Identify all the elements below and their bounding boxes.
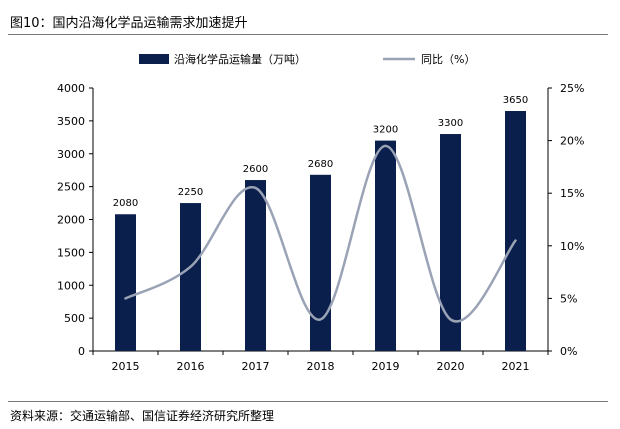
- legend-label-bar: 沿海化学品运输量（万吨）: [174, 52, 306, 66]
- y-left-tick-label: 3500: [57, 115, 85, 128]
- x-tick-label: 2017: [242, 360, 270, 373]
- y-left-tick-label: 0: [78, 345, 85, 358]
- bar: [375, 140, 396, 351]
- y-right-tick-label: 20%: [560, 135, 584, 148]
- legend-label-line: 同比（%）: [421, 53, 475, 66]
- y-left-tick-label: 2000: [57, 214, 85, 227]
- y-right-tick-label: 0%: [560, 345, 577, 358]
- x-tick-label: 2016: [177, 360, 205, 373]
- figure-title: 图10：国内沿海化学品运输需求加速提升: [10, 16, 248, 31]
- bar-data-label: 2250: [178, 187, 203, 198]
- bar-data-label: 3200: [373, 125, 398, 136]
- y-right-tick-label: 5%: [560, 292, 577, 305]
- top-rule: [8, 34, 608, 35]
- y-left-tick-label: 1000: [57, 279, 85, 292]
- y-right-tick-label: 25%: [560, 82, 584, 95]
- x-tick-label: 2021: [502, 360, 530, 373]
- bar: [440, 134, 461, 351]
- bar-data-label: 3650: [503, 95, 528, 106]
- x-tick-label: 2015: [112, 360, 140, 373]
- bar: [115, 214, 136, 351]
- source-note: 资料来源：交通运输部、国信证券经济研究所整理: [10, 409, 275, 423]
- y-left-tick-label: 500: [64, 312, 85, 325]
- y-left-tick-label: 4000: [57, 82, 85, 95]
- legend-swatch-bar: [139, 54, 169, 64]
- x-tick-label: 2018: [307, 360, 335, 373]
- yoy-line: [124, 144, 517, 323]
- y-left-tick-label: 3000: [57, 148, 85, 161]
- x-tick-label: 2019: [372, 360, 400, 373]
- bar-data-label: 3300: [438, 118, 463, 129]
- bar: [245, 180, 266, 351]
- bar: [505, 111, 526, 351]
- bottom-rule: [8, 401, 608, 402]
- y-right-tick-label: 10%: [560, 240, 584, 253]
- y-left-tick-label: 2500: [57, 181, 85, 194]
- bar: [180, 203, 201, 351]
- bar-data-label: 2080: [113, 198, 138, 209]
- y-right-tick-label: 15%: [560, 187, 584, 200]
- bar-data-label: 2680: [308, 159, 333, 170]
- x-tick-label: 2020: [437, 360, 465, 373]
- bar-data-label: 2600: [243, 164, 268, 175]
- bar: [310, 174, 331, 351]
- y-left-tick-label: 1500: [57, 246, 85, 259]
